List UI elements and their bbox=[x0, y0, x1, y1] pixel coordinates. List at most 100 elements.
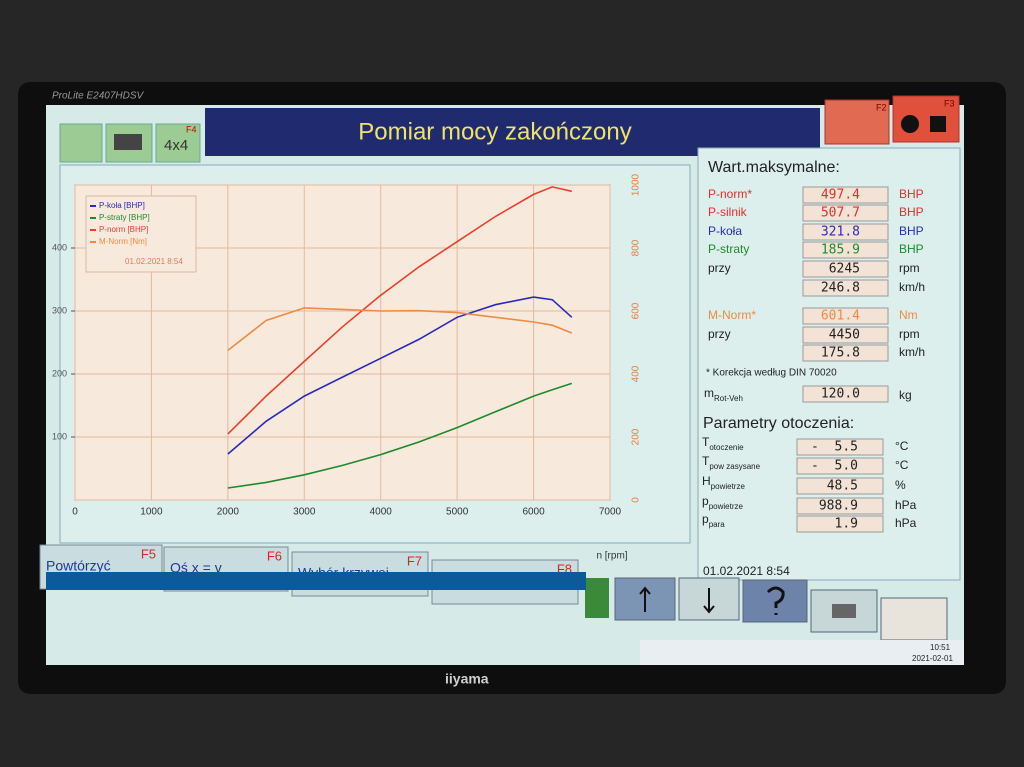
value: 601.4 bbox=[821, 309, 860, 324]
curve bbox=[227, 296, 573, 455]
value: 246.8 bbox=[821, 281, 860, 296]
curve bbox=[227, 307, 573, 352]
ok-button[interactable] bbox=[59, 123, 103, 163]
value: 507.7 bbox=[821, 206, 860, 221]
row-unit: rpm bbox=[899, 327, 920, 341]
row-unit: rpm bbox=[899, 261, 920, 275]
value-box bbox=[802, 260, 889, 278]
legend bbox=[85, 195, 197, 273]
grid: 0 1000 2000 3000 4000 5000 6000 700010020030040… bbox=[52, 173, 642, 517]
din-note: * Korekcja według DIN 70020 bbox=[706, 368, 837, 379]
monitor-brand: iiyama bbox=[445, 671, 489, 687]
x-tick-label: 5000 bbox=[446, 507, 469, 518]
monitor-model: ProLite E2407HDSV bbox=[52, 91, 144, 102]
value-box bbox=[802, 186, 889, 204]
x-axis-title: n [rpm] bbox=[596, 551, 627, 562]
symbol-letter: T bbox=[702, 435, 710, 449]
button-key: F5 bbox=[141, 546, 156, 561]
env-heading: Parametry otoczenia: bbox=[703, 415, 854, 432]
row-unit: BHP bbox=[899, 224, 924, 238]
row-unit: kg bbox=[899, 388, 912, 402]
drive-button[interactable] bbox=[155, 123, 201, 163]
curve bbox=[227, 186, 572, 435]
value-box bbox=[796, 497, 884, 515]
symbol: ppowietrze bbox=[702, 494, 743, 511]
row-unit: °C bbox=[895, 439, 909, 453]
value: 48.5 bbox=[827, 479, 858, 494]
symbol-sub: otoczenie bbox=[709, 443, 744, 452]
value: - 5.5 bbox=[811, 440, 858, 455]
y2-tick-label: 600 bbox=[631, 302, 642, 319]
value: 497.4 bbox=[821, 188, 860, 203]
value: 1.9 bbox=[835, 517, 858, 532]
f2-button[interactable] bbox=[824, 99, 890, 145]
button-key: F7 bbox=[407, 553, 422, 568]
legend-date: 01.02.2021 8:54 bbox=[125, 257, 183, 266]
y-tick-label: 300 bbox=[52, 305, 67, 315]
x-tick-label: 3000 bbox=[293, 507, 316, 518]
date: 01.02.2021 8:54 bbox=[703, 564, 790, 578]
legend-label: P-koła [BHP] bbox=[99, 201, 145, 210]
value: 120.0 bbox=[821, 387, 860, 402]
symbol: ppara bbox=[702, 512, 725, 529]
value-box bbox=[796, 457, 884, 475]
value-box bbox=[802, 241, 889, 259]
symbol-letter: H bbox=[702, 474, 711, 488]
symbol-sub: Rot-Veh bbox=[714, 394, 743, 403]
symbol-letter: p bbox=[702, 512, 709, 526]
f3-key: F3 bbox=[944, 98, 955, 108]
y2-tick-label: 1000 bbox=[631, 173, 642, 196]
up-arrow bbox=[639, 586, 651, 612]
value: 4450 bbox=[829, 328, 860, 343]
symbol-letter: T bbox=[702, 454, 710, 468]
f3-icon bbox=[901, 115, 919, 133]
value-box bbox=[796, 477, 884, 495]
page-button[interactable] bbox=[880, 597, 948, 641]
y-tick-label: 100 bbox=[52, 431, 67, 441]
symbol-sub: pow zasysane bbox=[709, 462, 760, 471]
legend-label: M-Norm [Nm] bbox=[99, 237, 147, 246]
row-unit: BHP bbox=[899, 187, 924, 201]
y2-tick-label: 0 bbox=[631, 497, 642, 503]
row-unit: km/h bbox=[899, 280, 925, 294]
row-label: P-koła bbox=[708, 224, 742, 238]
symbol: Totoczenie bbox=[702, 435, 744, 452]
symbol-sub: powietrze bbox=[711, 482, 746, 491]
x-tick-label: 1000 bbox=[140, 507, 163, 518]
value: 6245 bbox=[829, 262, 860, 277]
x-tick-label: 4000 bbox=[370, 507, 393, 518]
legend-label: P-straty [BHP] bbox=[99, 213, 150, 222]
results-heading: Wart.maksymalne: bbox=[708, 159, 840, 176]
f3-icon bbox=[930, 116, 946, 132]
row-label: przy bbox=[708, 327, 731, 341]
value-box bbox=[802, 326, 889, 344]
value: - 5.0 bbox=[811, 459, 858, 474]
row-unit: hPa bbox=[895, 516, 917, 530]
drive-key: F4 bbox=[186, 124, 197, 134]
help-button[interactable] bbox=[742, 579, 808, 623]
row-label: P-silnik bbox=[708, 205, 748, 219]
row-label: przy bbox=[708, 261, 731, 275]
row-label: M-Norm* bbox=[708, 308, 756, 322]
value: 321.8 bbox=[821, 225, 860, 240]
button-key: F6 bbox=[267, 548, 282, 563]
drive-label: 4x4 bbox=[164, 137, 188, 154]
tray-time: 10:51 bbox=[930, 643, 951, 652]
value: 185.9 bbox=[821, 243, 860, 258]
y2-tick-label: 800 bbox=[631, 239, 642, 256]
row-unit: km/h bbox=[899, 345, 925, 359]
x-tick-label: 6000 bbox=[522, 507, 545, 518]
symbol: mRot-Veh bbox=[704, 386, 743, 403]
symbol: Hpowietrze bbox=[702, 474, 745, 491]
engine-icon bbox=[114, 134, 142, 150]
legend-label: P-norm [BHP] bbox=[99, 225, 148, 234]
value-box bbox=[796, 438, 884, 456]
symbol-letter: p bbox=[702, 494, 709, 508]
down-arrow bbox=[703, 588, 715, 614]
row-unit: % bbox=[895, 478, 906, 492]
row-label: P-straty bbox=[708, 242, 749, 256]
row-unit: BHP bbox=[899, 205, 924, 219]
curves bbox=[227, 186, 573, 489]
